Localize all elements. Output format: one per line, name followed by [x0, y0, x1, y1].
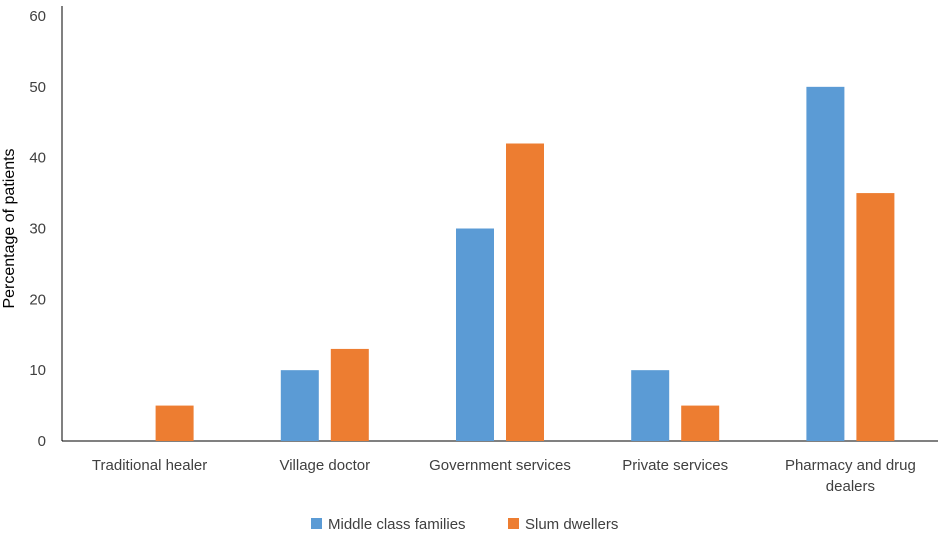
bar-slum-dwellers-2 — [506, 143, 544, 441]
y-tick-label: 20 — [29, 291, 46, 308]
x-tick-label-line: Pharmacy and drug — [785, 457, 916, 474]
x-tick-label: Pharmacy and drug dealers — [785, 457, 916, 495]
bar-middle-class-4 — [806, 86, 845, 441]
x-tick-label-line: Traditional healer — [92, 457, 207, 474]
y-tick-label: 60 — [29, 8, 46, 25]
legend: Middle class families Slum dwellers — [311, 516, 618, 533]
legend-swatch — [508, 518, 519, 529]
bar-slum-dwellers-3 — [681, 405, 720, 441]
x-tick-label-line: dealers — [826, 478, 875, 495]
x-tick-label-line: Private services — [622, 457, 728, 474]
bars — [155, 86, 895, 441]
x-tick-label: Village doctor — [279, 457, 370, 474]
x-tick-label-line: Village doctor — [279, 457, 370, 474]
y-tick-label: 10 — [29, 362, 46, 379]
y-tick-label: 40 — [29, 150, 46, 167]
bar-middle-class-2 — [456, 228, 494, 441]
bar-middle-class-1 — [280, 370, 319, 441]
bar-slum-dwellers-1 — [330, 348, 369, 441]
bar-slum-dwellers-0 — [155, 405, 194, 441]
x-tick-label: Private services — [622, 457, 728, 474]
y-axis-ticks: 0 10 20 30 40 50 60 — [29, 8, 46, 450]
bar-slum-dwellers-4 — [856, 193, 895, 441]
legend-swatch — [311, 518, 322, 529]
bar-middle-class-3 — [631, 370, 670, 441]
legend-label: Middle class families — [328, 516, 466, 533]
x-axis-tick-labels: Traditional healer Village doctor Governme… — [92, 457, 916, 495]
x-tick-label: Government services — [429, 457, 571, 474]
x-tick-label: Traditional healer — [92, 457, 207, 474]
x-tick-label-line: Government services — [429, 457, 571, 474]
y-tick-label: 30 — [29, 221, 46, 238]
y-tick-label: 0 — [38, 433, 46, 450]
y-axis-title: Percentage of patients — [1, 148, 18, 308]
legend-label: Slum dwellers — [525, 516, 618, 533]
y-tick-label: 50 — [29, 79, 46, 96]
